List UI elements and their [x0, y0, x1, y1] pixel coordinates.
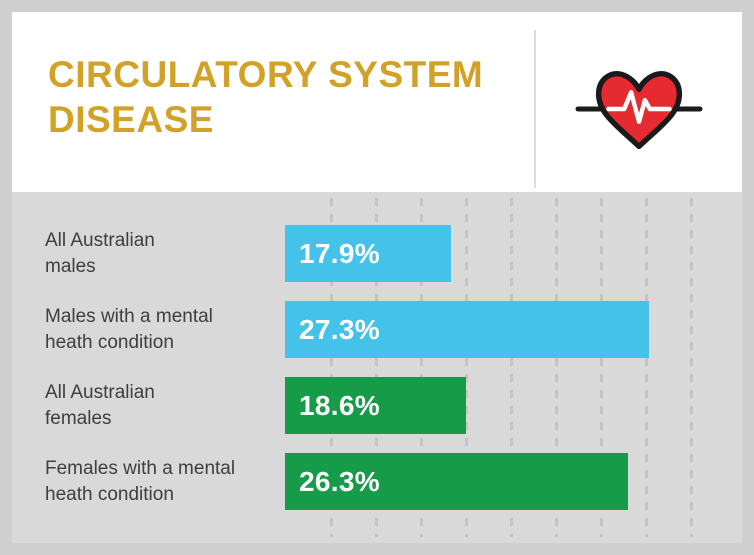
gridline [510, 198, 513, 537]
gridline [690, 198, 693, 537]
bar: 17.9% [285, 225, 452, 282]
bar-track: 27.3% [285, 301, 706, 358]
bar-row: All Australian females 18.6% [45, 377, 706, 434]
bar: 26.3% [285, 453, 629, 510]
bar-row: Females with a mental heath condition 26… [45, 453, 706, 510]
bar-row: All Australian males 17.9% [45, 225, 706, 282]
header-title-area: CIRCULATORY SYSTEM DISEASE [12, 12, 534, 192]
bar-label: Females with a mental heath condition [45, 458, 236, 505]
bar-chart: All Australian males 17.9% Males with a … [12, 192, 742, 543]
bar-rows: All Australian males 17.9% Males with a … [12, 192, 742, 543]
bar-track: 18.6% [285, 377, 706, 434]
header: CIRCULATORY SYSTEM DISEASE [12, 12, 742, 192]
bar-value-label: 18.6% [299, 389, 380, 421]
bar: 18.6% [285, 377, 467, 434]
bar-label: All Australian females [45, 382, 155, 429]
gridline [330, 198, 333, 537]
heart-with-pulse-icon [575, 61, 703, 157]
grid-layer [285, 192, 706, 543]
bar-track: 17.9% [285, 225, 706, 282]
bar-track: 26.3% [285, 453, 706, 510]
bar-label: All Australian males [45, 230, 155, 277]
gridline [645, 198, 648, 537]
bar: 27.3% [285, 301, 650, 358]
gridline [555, 198, 558, 537]
bar-value-label: 26.3% [299, 465, 380, 497]
bar-value-label: 27.3% [299, 313, 380, 345]
page-title: CIRCULATORY SYSTEM DISEASE [48, 54, 484, 141]
gridline [465, 198, 468, 537]
gridline [600, 198, 603, 537]
gridline [420, 198, 423, 537]
gridline [375, 198, 378, 537]
bar-label: Males with a mental heath condition [45, 306, 213, 353]
bar-row: Males with a mental heath condition 27.3… [45, 301, 706, 358]
infographic-card: CIRCULATORY SYSTEM DISEASE All Australia… [12, 12, 742, 543]
bar-value-label: 17.9% [299, 237, 380, 269]
header-icon-area [534, 30, 742, 188]
